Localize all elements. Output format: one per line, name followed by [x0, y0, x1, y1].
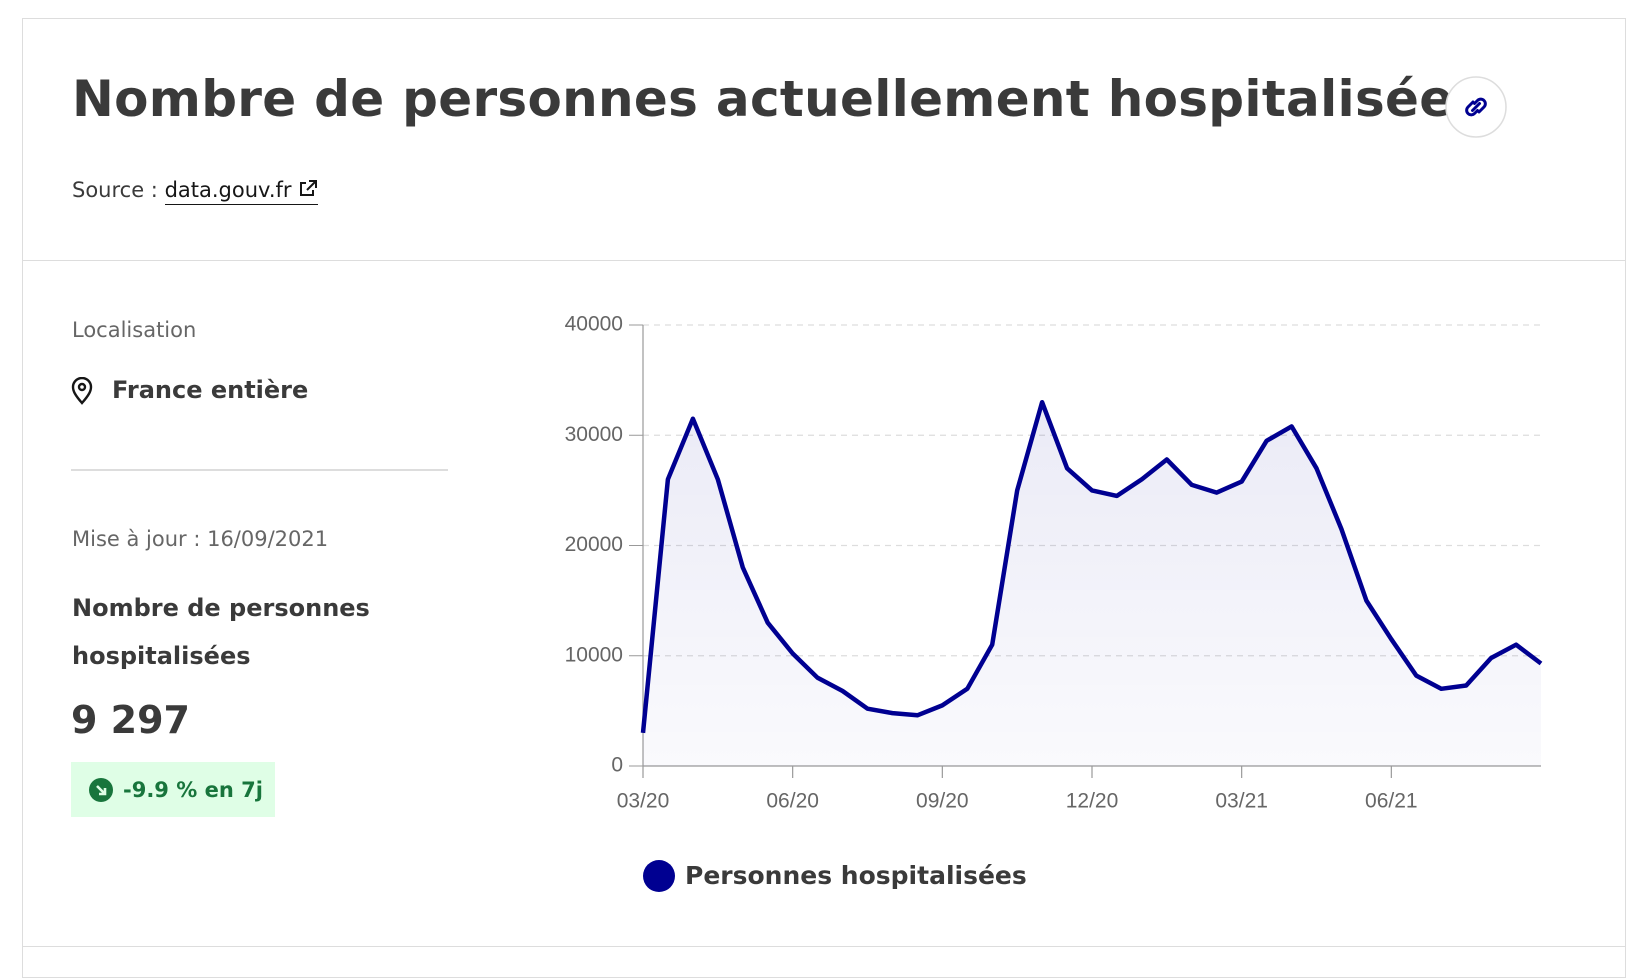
legend-label: Personnes hospitalisées: [685, 861, 1027, 890]
y-tick-label: 10000: [565, 643, 623, 666]
source-label: Source :: [72, 178, 158, 202]
location: France entière: [112, 376, 309, 404]
y-tick-label: 30000: [565, 423, 623, 446]
kpi-label: Nombre de personnes hospitalisées: [72, 594, 370, 670]
x-tick-label: 03/20: [617, 790, 670, 813]
legend-marker: [643, 860, 675, 892]
title: Nombre de personnes actuellement hospita…: [72, 70, 1484, 128]
location-label: Localisation: [72, 318, 197, 342]
x-tick-label: 09/20: [916, 790, 969, 813]
x-tick-label: 03/21: [1215, 790, 1268, 813]
pin-icon: [71, 377, 93, 405]
copy-link-button[interactable]: [1444, 75, 1508, 139]
source-link[interactable]: data.gouv.fr: [164, 178, 319, 205]
y-tick-label: 0: [611, 754, 623, 777]
external-icon: [300, 180, 318, 196]
x-tick-label: 06/20: [766, 790, 819, 813]
trend-badge: -9.9 % en 7j: [71, 762, 275, 817]
source-link-text[interactable]: data.gouv.fr: [164, 178, 292, 202]
kpi-value: 9 297: [71, 698, 190, 742]
y-tick-label: 20000: [565, 533, 623, 556]
x-tick-label: 12/20: [1066, 790, 1119, 813]
divider: [22, 946, 1626, 947]
y-tick-label: 40000: [565, 313, 623, 336]
separator: [71, 469, 448, 471]
line: [640, 399, 1543, 734]
trend: -9.9 % en 7j: [123, 777, 263, 802]
source: Source : data.gouv.fr: [72, 178, 319, 205]
x-tick-label: 06/21: [1365, 790, 1418, 813]
divider: [22, 260, 1626, 261]
trend-icon: [89, 778, 113, 802]
updated: Mise à jour : 16/09/2021: [72, 527, 329, 551]
area: [643, 402, 1541, 766]
